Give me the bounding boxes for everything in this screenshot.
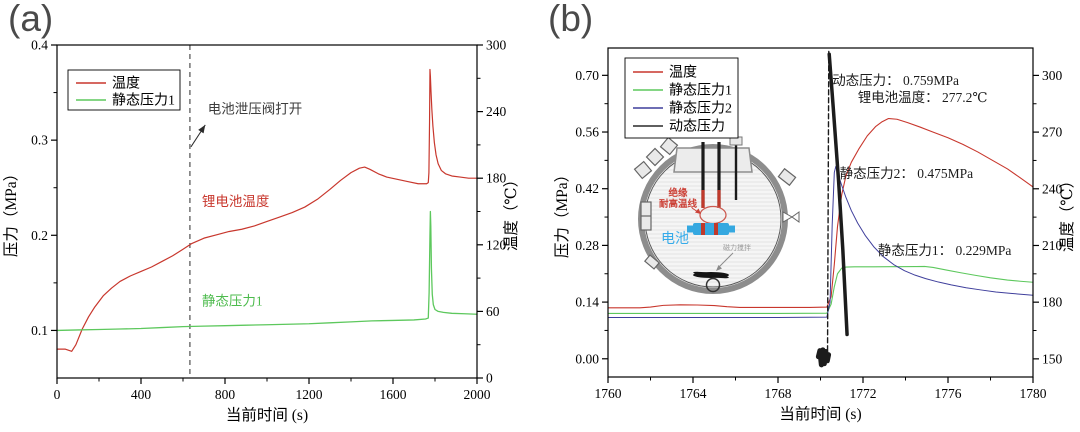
yright-tick-label: 0: [486, 371, 493, 386]
chart-annotation: 动态压力： 0.759MPa: [832, 73, 959, 88]
x-tick-label: 1600: [380, 387, 407, 402]
vessel-inset: 绝缘 耐高温线 电池 磁力搅拌: [633, 136, 800, 294]
yleft-tick-label: 0.2: [31, 228, 48, 243]
x-tick-label: 1768: [765, 386, 792, 401]
panel-b-label: (b): [548, 0, 594, 39]
chart-a-canvas: 0 400 800 1200 1600 2000 0.1 0.2 0.3 0.4 0 60 120 180…: [2, 38, 520, 425]
yright-tick-label: 270: [1042, 125, 1063, 140]
inset-battery-label: 电池: [661, 230, 689, 246]
yright-tick-label: 180: [486, 171, 507, 186]
yleft-tick-label: 0.3: [31, 133, 48, 148]
stirrer-label-arrow: [717, 252, 734, 269]
yright-axis-title: 温度（℃）: [1058, 173, 1076, 252]
stirrer-icon: [693, 271, 729, 293]
stirrer-label-arrowhead: [716, 265, 722, 271]
yright-tick-label: 240: [1042, 181, 1063, 196]
yright-axis-title: 温度（℃）: [502, 172, 520, 251]
chart-generated: 0 400 800 1200 1600 2000 0.1 0.2 0.3 0.4 0 60 120 180…: [2, 38, 520, 425]
chart-b-canvas: 绝缘 耐高温线 电池 磁力搅拌 1760 1764 1768 1772 1776 1780…: [553, 47, 1076, 423]
x-tick-label: 1200: [296, 387, 323, 402]
chart-annotation: 锂电池温度: [202, 194, 270, 209]
series-动态压力: [826, 50, 830, 360]
chart-annotation: 静态压力1： 0.229MPa: [878, 243, 1012, 258]
legend-entry-label: 温度: [669, 65, 697, 81]
yright-tick-label: 210: [1042, 238, 1063, 253]
chart-annotation: 电池泄压阀打开: [208, 101, 303, 117]
panel-a-label: (a): [8, 0, 54, 39]
vessel-lid: [673, 147, 753, 173]
legend-entry-label: 动态压力: [669, 119, 725, 135]
chart-annotation: 锂电池温度： 277.2℃: [858, 90, 988, 105]
series-温度: [607, 117, 1034, 309]
series-静态压力1: [56, 210, 478, 332]
yleft-tick-label: 0.56: [575, 125, 599, 140]
yleft-tick-label: 0.00: [575, 351, 599, 366]
electrode-rods: [701, 136, 743, 208]
yleft-tick-label: 0.1: [31, 323, 48, 338]
inset-stirrer-label: 磁力搅拌: [723, 243, 751, 252]
x-tick-label: 1776: [935, 386, 962, 401]
x-axis-title: 当前时间 (s): [226, 406, 308, 424]
yright-tick-label: 60: [486, 304, 500, 319]
yright-tick-label: 120: [486, 237, 507, 252]
chart-annotation: 静态压力1: [202, 294, 263, 309]
yright-tick-label: 240: [486, 104, 507, 119]
battery-icon: [687, 223, 735, 235]
legend-box: [67, 69, 181, 111]
legend-entry-label: 静态压力1: [112, 93, 175, 109]
x-tick-label: 800: [215, 387, 236, 402]
yleft-axis-title: 压力（MPa）: [553, 167, 571, 258]
series-动态压力: [827, 52, 849, 337]
legend-entry-label: 静态压力2: [669, 101, 732, 117]
yleft-tick-label: 0.42: [575, 181, 599, 196]
series-静态压力2: [607, 165, 1034, 318]
yright-tick-label: 300: [1042, 68, 1063, 83]
yleft-tick-label: 0.70: [575, 68, 599, 83]
chart-annotation: 静态压力2： 0.475MPa: [840, 166, 974, 181]
annotation-arrowhead: [198, 124, 206, 134]
x-tick-label: 1772: [850, 386, 877, 401]
x-tick-label: 400: [131, 387, 152, 402]
panel-b: (b): [540, 0, 1080, 432]
inset-wire-label-line2: 耐高温线: [659, 198, 698, 210]
yright-tick-label: 150: [1042, 351, 1063, 366]
x-tick-label: 0: [54, 387, 61, 402]
chart-generated: 1760 1764 1768 1772 1776 1780 0.00 0.14 0.28 0.42…: [553, 47, 1076, 423]
yleft-tick-label: 0.28: [575, 238, 599, 253]
legend-entry-label: 静态压力1: [669, 83, 732, 99]
yleft-tick-label: 0.4: [31, 38, 48, 53]
wire-label-arrowhead: [695, 208, 701, 214]
x-tick-label: 2000: [464, 387, 491, 402]
inset-wire-label-line1: 绝缘: [668, 187, 688, 199]
x-tick-label: 1764: [680, 386, 707, 401]
legend-entry-label: 温度: [112, 76, 140, 92]
yright-tick-label: 300: [486, 38, 507, 53]
x-tick-label: 1780: [1020, 386, 1047, 401]
yleft-tick-label: 0.14: [575, 295, 599, 310]
panel-a: (a) 0 400 800 1200 1600 2000 0.1 0.2 0.3 0.4 0 60 12…: [2, 0, 520, 425]
x-axis-title: 当前时间 (s): [779, 405, 861, 423]
x-tick-label: 1760: [595, 386, 622, 401]
yleft-axis-title: 压力（MPa）: [2, 166, 20, 257]
vessel-ports: [633, 136, 800, 270]
yright-tick-label: 180: [1042, 295, 1063, 310]
series-温度: [56, 68, 478, 352]
